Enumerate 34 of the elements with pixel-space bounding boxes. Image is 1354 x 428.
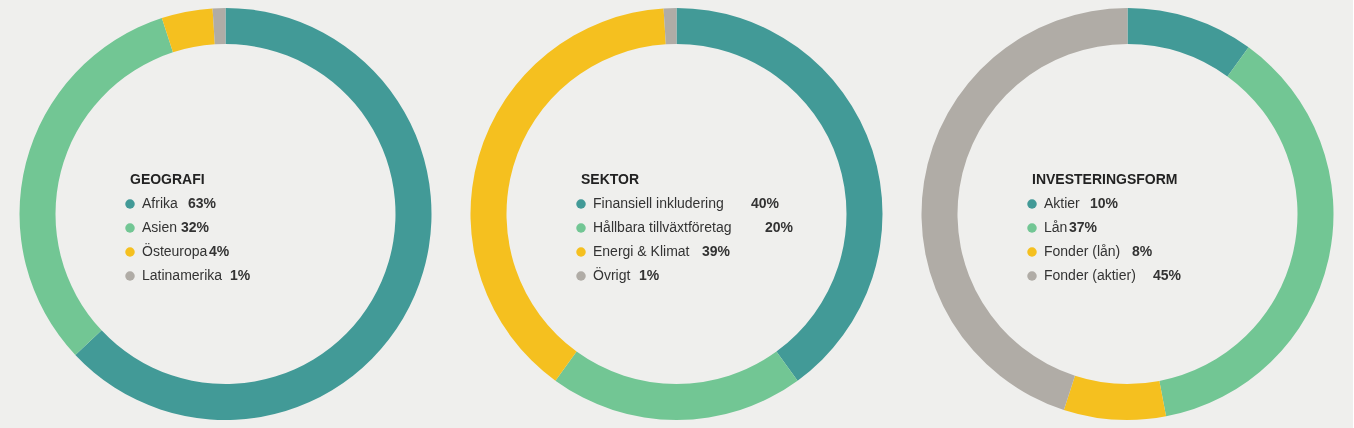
- text: INVESTERINGSFORM: [1032, 171, 1178, 187]
- donut-slice: [1063, 375, 1167, 420]
- data-label: 1%: [639, 267, 660, 283]
- legend-label: Fonder (aktier): [1044, 267, 1136, 283]
- data-label: 37%: [1069, 219, 1098, 235]
- legend-label: Finansiell inkludering: [593, 195, 724, 211]
- legend-label: Övrigt: [593, 266, 631, 283]
- donut-slice: [161, 8, 215, 53]
- donut-slice: [212, 8, 226, 45]
- legend-label: Aktier: [1044, 195, 1081, 211]
- data-label: 1%: [230, 267, 251, 283]
- data-label: 32%: [181, 219, 210, 235]
- legend-label: Lån: [1044, 219, 1068, 235]
- data-label: 4%: [209, 243, 230, 259]
- legend-label: Östeuropa: [142, 242, 208, 259]
- donut-slice: [555, 351, 798, 420]
- data-label: 10%: [1090, 195, 1119, 211]
- text: SEKTOR: [581, 171, 640, 187]
- legend-label: Latinamerika: [142, 267, 223, 283]
- legend-label: Afrika: [142, 195, 178, 211]
- data-label: 63%: [188, 195, 217, 211]
- data-label: 40%: [751, 195, 780, 211]
- legend-label: Fonder (lån): [1044, 243, 1121, 259]
- data-label: 8%: [1132, 243, 1153, 259]
- donut-slice: [1127, 8, 1249, 77]
- data-label: 39%: [702, 243, 731, 259]
- donut-slice: [75, 8, 432, 420]
- legend-label: Energi & Klimat: [593, 243, 690, 259]
- data-label: 45%: [1153, 267, 1182, 283]
- donut-slice: [663, 8, 677, 45]
- legend-label: Asien: [142, 219, 178, 235]
- data-label: 20%: [765, 219, 794, 235]
- text: GEOGRAFI: [130, 171, 205, 187]
- legend-label: Hållbara tillväxtföretag: [593, 219, 732, 235]
